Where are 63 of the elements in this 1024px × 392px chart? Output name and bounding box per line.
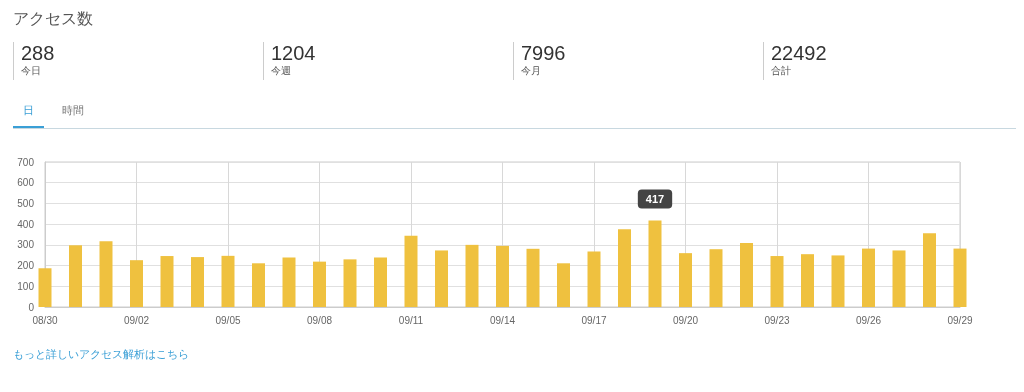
x-tick-label: 08/30: [32, 314, 58, 326]
text: もっと詳しいアクセス解析はこちら: [13, 347, 189, 362]
bar: [404, 235, 418, 307]
chart-title: アクセス数: [13, 9, 93, 29]
bar: [557, 263, 570, 307]
text: 時間: [61, 103, 85, 118]
bar: [435, 250, 448, 307]
bar: [923, 233, 936, 307]
y-tick-label: 600: [17, 177, 35, 189]
text: 合計: [771, 64, 792, 78]
y-tick-label: 200: [17, 260, 35, 272]
bar: [313, 261, 326, 307]
text: 288: [21, 42, 55, 64]
x-tick-label: 09/11: [398, 314, 424, 326]
y-tick-label: 0: [28, 301, 35, 313]
text: 今週: [271, 64, 292, 78]
text: 今日: [21, 64, 42, 78]
bar: [130, 260, 143, 307]
bar: [496, 245, 509, 307]
bar: [282, 257, 296, 307]
text: 22492: [771, 42, 827, 64]
bar: [38, 268, 52, 307]
bar: [374, 257, 387, 307]
bar: [587, 251, 601, 307]
y-tick-label: 500: [17, 197, 35, 209]
y-tick-label: 300: [17, 239, 35, 251]
x-tick-label: 09/26: [855, 314, 882, 326]
bar: [252, 263, 265, 307]
x-tick-label: 09/14: [489, 314, 516, 326]
bar: [465, 244, 479, 307]
x-tick-label: 09/17: [581, 314, 607, 326]
data-label: 417: [645, 193, 665, 206]
bar: [953, 248, 967, 307]
text: 1204: [271, 42, 316, 64]
bar: [69, 245, 82, 307]
bar: [343, 259, 357, 307]
bar: [831, 255, 845, 307]
y-tick-label: 700: [17, 156, 35, 168]
x-tick-label: 09/23: [764, 314, 790, 326]
x-tick-label: 09/08: [306, 314, 333, 326]
bar: [221, 255, 235, 307]
bar: [648, 220, 662, 307]
text: 日: [13, 103, 44, 128]
y-tick-label: 400: [17, 218, 35, 230]
bar: [770, 256, 784, 307]
bar: [526, 248, 540, 307]
y-tick-label: 100: [17, 280, 35, 292]
bar: [679, 253, 692, 307]
x-tick-label: 09/20: [672, 314, 699, 326]
x-tick-label: 09/29: [947, 314, 973, 326]
bar: [99, 241, 113, 307]
text: 今月: [521, 64, 542, 78]
text: 7996: [521, 42, 566, 64]
bar: [160, 256, 174, 307]
x-tick-label: 09/05: [215, 314, 241, 326]
bar: [709, 249, 723, 307]
bar: [801, 254, 814, 307]
bar: [618, 229, 631, 307]
bar: [740, 242, 753, 307]
bar: [191, 257, 204, 307]
bar: [862, 248, 875, 307]
bar: [892, 250, 906, 307]
x-tick-label: 09/02: [123, 314, 150, 326]
